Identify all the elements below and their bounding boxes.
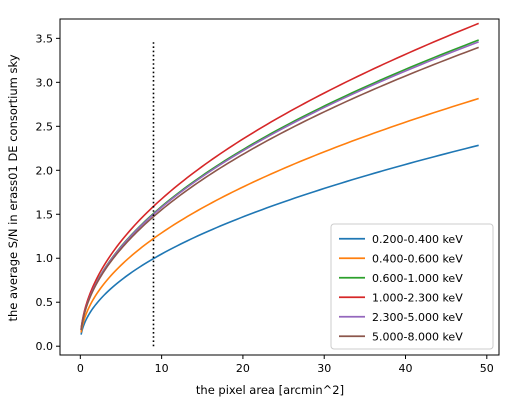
series-line-4: [80, 22, 479, 330]
x-tick-label: 0: [77, 362, 84, 375]
legend-box: [330, 223, 494, 350]
plot-area: [59, 18, 500, 356]
x-tick-label: 30: [317, 362, 331, 375]
y-tick-label: 2.0: [36, 164, 54, 177]
x-axis-label: the pixel area [arcmin^2]: [196, 383, 344, 397]
x-axis-ticks: 0 10 20 30 40 50: [77, 355, 494, 375]
series-line-2: [80, 97, 479, 333]
x-tick-label: 50: [480, 362, 494, 375]
legend-entry-label: 5.000-8.000 keV: [372, 330, 463, 343]
x-tick-label: 40: [399, 362, 413, 375]
y-tick-label: 3.5: [36, 32, 54, 45]
legend-entry-label: 0.600-1.000 keV: [372, 272, 463, 285]
y-tick-label: 0.5: [36, 296, 54, 309]
legend-entry-label: 0.400-0.600 keV: [372, 252, 463, 265]
y-tick-label: 1.5: [36, 208, 54, 221]
y-tick-label: 2.5: [36, 120, 54, 133]
y-axis-label: the average S/N in erass01 DE consortium…: [6, 54, 20, 321]
y-tick-label: 1.0: [36, 252, 54, 265]
plot-frame: [59, 18, 500, 356]
y-tick-label: 3.0: [36, 76, 54, 89]
x-tick-label: 10: [155, 362, 169, 375]
legend: 0.200-0.400 keV 0.400-0.600 keV 0.600-1.00…: [330, 223, 494, 350]
legend-entry-label: 2.300-5.000 keV: [372, 311, 463, 324]
y-tick-label: 0.0: [36, 340, 54, 353]
y-axis-ticks: 0.0 0.5 1.0 1.5 2.0 2.5 3.0 3.5: [36, 32, 60, 353]
x-tick-label: 20: [236, 362, 250, 375]
legend-entry-label: 0.200-0.400 keV: [372, 233, 463, 246]
series-line-6: [80, 46, 479, 331]
legend-entry-label: 1.000-2.300 keV: [372, 291, 463, 304]
series-line-1: [80, 144, 479, 335]
